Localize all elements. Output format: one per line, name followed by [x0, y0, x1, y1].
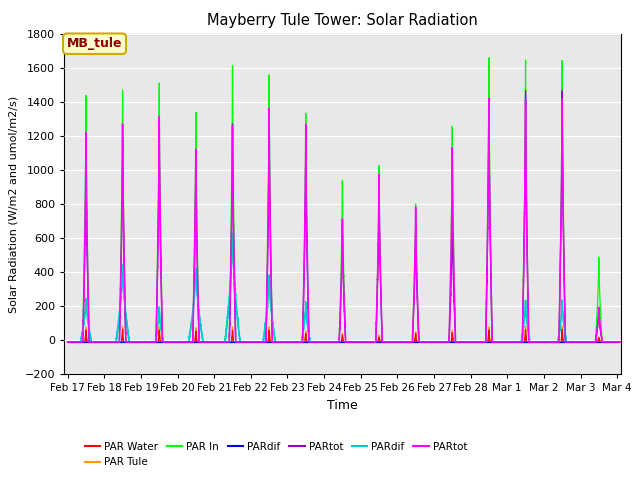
Text: MB_tule: MB_tule	[67, 37, 122, 50]
Legend: PAR Water, PAR Tule, PAR In, PARdif, PARtot, PARdif, PARtot: PAR Water, PAR Tule, PAR In, PARdif, PAR…	[81, 438, 471, 471]
X-axis label: Time: Time	[327, 399, 358, 412]
Title: Mayberry Tule Tower: Solar Radiation: Mayberry Tule Tower: Solar Radiation	[207, 13, 478, 28]
Y-axis label: Solar Radiation (W/m2 and umol/m2/s): Solar Radiation (W/m2 and umol/m2/s)	[9, 96, 19, 312]
